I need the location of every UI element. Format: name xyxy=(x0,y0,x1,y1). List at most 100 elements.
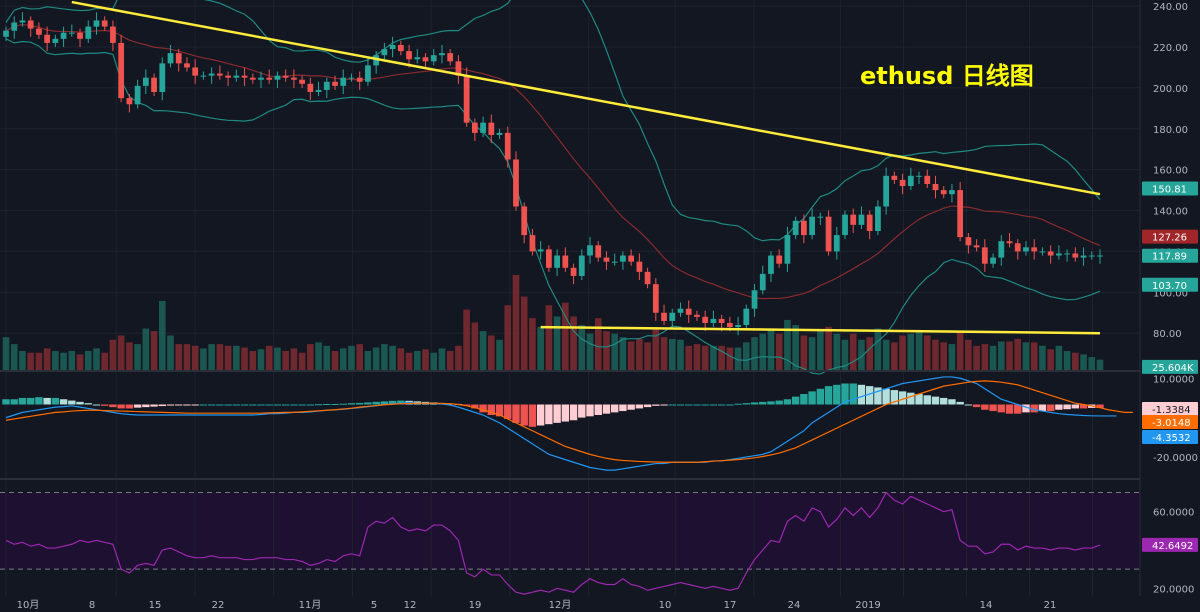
candle-body xyxy=(1047,251,1054,256)
macd-histogram-bar xyxy=(734,403,742,405)
volume-bar xyxy=(940,342,948,370)
candle-body xyxy=(595,245,602,258)
volume-bar xyxy=(68,351,76,370)
time-axis-ticks: 10月 8 15 22 11月 5 12 19 12月 10 17 24 2019 14 21 xyxy=(17,599,1057,611)
trendline xyxy=(71,0,1101,196)
candle-body xyxy=(389,44,396,50)
macd-histogram-bar xyxy=(462,404,471,406)
volume-bar xyxy=(315,342,322,370)
candle-body xyxy=(307,83,314,92)
candle-body xyxy=(907,175,914,187)
macd-histogram-bar xyxy=(1071,404,1080,409)
volume-bar xyxy=(512,275,520,370)
macd-histogram-bar xyxy=(2,399,10,405)
price-tag-bg xyxy=(1142,277,1198,292)
candle-body xyxy=(751,290,758,309)
candle-body xyxy=(471,122,478,133)
candle-body xyxy=(833,235,840,252)
candle-body xyxy=(1064,253,1070,255)
volume-bar xyxy=(339,348,347,370)
volume-bar xyxy=(1039,345,1046,370)
candle-body xyxy=(381,49,388,56)
bollinger-upper xyxy=(5,0,1101,242)
price-tick-label: 240.00 xyxy=(1153,2,1188,13)
macd-histogram-bar xyxy=(635,404,644,409)
macd-histogram-bar xyxy=(240,404,249,406)
candle-body xyxy=(537,249,544,252)
candle-body xyxy=(27,20,34,29)
price-tag: 103.70 xyxy=(1152,281,1187,292)
volume-bar xyxy=(43,348,51,370)
candle-body xyxy=(266,77,273,80)
candle-body xyxy=(340,77,347,86)
candle-body xyxy=(60,32,67,39)
volume-bar xyxy=(356,344,363,370)
candle-body xyxy=(44,34,51,43)
candle-body xyxy=(883,175,890,207)
macd-histogram-bar xyxy=(397,400,405,405)
volume-bar xyxy=(726,347,734,370)
candle-body xyxy=(249,77,256,80)
candle-body xyxy=(842,214,848,236)
macd-histogram-bar xyxy=(676,404,685,406)
time-axis-area[interactable] xyxy=(0,596,1200,612)
macd-histogram-bar xyxy=(767,401,775,405)
rsi-line xyxy=(5,491,1101,595)
macd-tag-bg xyxy=(1142,402,1198,416)
volume-bar xyxy=(430,352,438,370)
volume-bar xyxy=(438,348,446,370)
macd-histogram-bar xyxy=(512,404,520,423)
candle-body xyxy=(694,314,700,317)
volume-bar xyxy=(570,316,577,370)
candle-body xyxy=(784,235,791,264)
candle-body xyxy=(397,44,404,52)
candle-body xyxy=(973,245,980,248)
candle-body xyxy=(735,325,741,328)
price-tag-bg xyxy=(1142,359,1198,374)
volume-bar xyxy=(923,335,931,370)
volume-bar xyxy=(10,344,18,370)
macd-histogram-bar xyxy=(471,404,479,409)
macd-histogram-bar xyxy=(750,402,759,405)
candle-body xyxy=(504,132,511,160)
volume-bar xyxy=(479,331,487,370)
price-axis-area[interactable] xyxy=(1140,0,1200,612)
volume-bar xyxy=(1014,338,1022,370)
volume-bar xyxy=(841,339,849,370)
price-tag: 150.81 xyxy=(1152,184,1187,195)
macd-histogram-bar xyxy=(281,404,290,406)
macd-histogram-bar xyxy=(652,404,660,406)
candle-body xyxy=(496,132,503,135)
macd-histogram-bar xyxy=(224,404,232,406)
volume-bar xyxy=(1022,342,1030,370)
macd-histogram-bar xyxy=(347,403,356,405)
candle-body xyxy=(891,175,898,180)
time-tick-label: 10月 xyxy=(17,599,40,611)
macd-histogram-bar xyxy=(1014,404,1022,414)
candle-body xyxy=(776,255,783,264)
macd-histogram-bar xyxy=(479,404,487,413)
macd-histogram-bar xyxy=(972,404,981,408)
macd-histogram-bar xyxy=(553,404,561,423)
time-tick-label: 14 xyxy=(980,600,993,611)
macd-histogram-bar xyxy=(183,404,191,406)
macd-histogram-bar xyxy=(388,400,397,405)
trendlines[interactable] xyxy=(71,0,1101,335)
candle-body xyxy=(373,55,380,66)
time-tick-label: 11月 xyxy=(299,599,322,611)
macd-histogram-bar xyxy=(125,404,134,409)
volume-bar xyxy=(652,328,660,370)
volume-bar xyxy=(60,352,67,370)
volume-bar xyxy=(191,345,199,370)
candle-body xyxy=(858,214,865,225)
volume-bar xyxy=(504,305,512,370)
time-tick-label: 19 xyxy=(469,600,482,611)
time-tick-label: 15 xyxy=(149,600,162,611)
macd-histogram-bar xyxy=(693,404,701,406)
volume-bar xyxy=(1006,341,1013,370)
trendline xyxy=(540,325,1101,335)
candle-body xyxy=(850,214,857,225)
candle-body xyxy=(817,216,824,218)
volume-bar xyxy=(891,342,898,370)
